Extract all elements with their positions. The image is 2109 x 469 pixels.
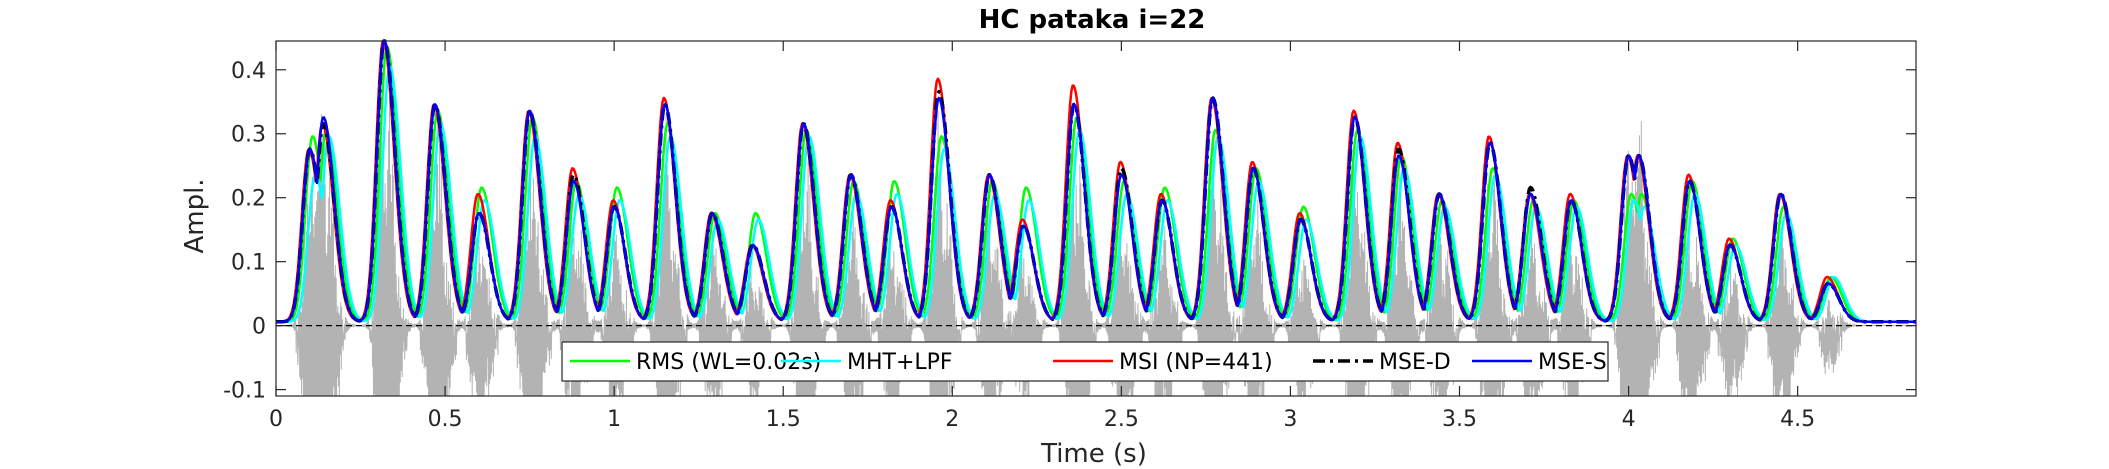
x-axis-ticks: 0 0.5 1 1.5 2 2.5 3 3.5 4 4.5 [269,41,1815,432]
x-tick-label: 4 [1622,407,1636,432]
y-tick-label: 0 [252,315,266,340]
series-line-4 [275,39,1917,324]
legend: RMS (WL=0.02s) MHT+LPF MSI (NP=441) MSE-D MS… [561,341,1609,382]
x-tick-label: 3 [1283,407,1297,432]
axes-box [275,40,1917,397]
x-tick-label: 0 [269,407,283,432]
legend-label-4: MSE-S [1538,350,1607,375]
y-tick-label: 0.1 [231,251,266,276]
x-tick-label: 3.5 [1442,407,1477,432]
y-axis-ticks: -0.1 0 0.1 0.2 0.3 0.4 [223,59,1916,404]
x-tick-label: 1 [607,407,621,432]
x-tick-label: 0.5 [428,407,463,432]
legend-label-2: MSI (NP=441) [1119,350,1273,375]
x-tick-label: 2 [945,407,959,432]
y-axis-label: Ampl. [180,178,210,253]
series-line-1 [275,64,1917,324]
series-layer [275,39,1917,324]
y-tick-label: -0.1 [223,379,266,404]
y-tick-label: 0.2 [231,187,266,212]
series-line-0 [275,45,1917,324]
x-tick-label: 1.5 [766,407,801,432]
chart-title: HC pataka i=22 [979,5,1206,35]
y-tick-label: 0.3 [231,123,266,148]
legend-label-3: MSE-D [1379,350,1451,375]
legend-label-0: RMS (WL=0.02s) [636,350,821,375]
legend-items: RMS (WL=0.02s) MHT+LPF MSI (NP=441) MSE-D MS… [570,350,1607,375]
x-tick-label: 4.5 [1780,407,1815,432]
x-tick-label: 2.5 [1104,407,1139,432]
legend-label-1: MHT+LPF [847,350,953,375]
y-tick-label: 0.4 [231,59,266,84]
plot-area: 0 0.5 1 1.5 2 2.5 3 3.5 4 4.5 -0.100.10.20.30.4 [223,39,1917,432]
x-axis-label: Time (s) [1040,439,1147,469]
